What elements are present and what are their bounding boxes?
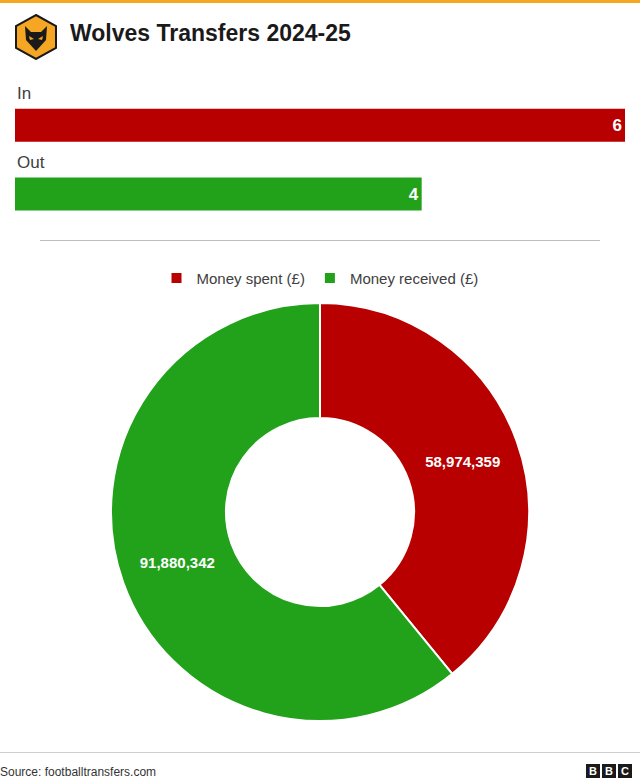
svg-text:91,880,342: 91,880,342: [140, 554, 215, 571]
html-text:Wolves Transfers 2024-25: Wolves Transfers 2024-25: [70, 20, 351, 46]
html-text:Source: footballtransfers.com: Source: footballtransfers.com: [0, 765, 157, 779]
svg-text:In: In: [17, 84, 31, 103]
html-text:C: C: [621, 765, 629, 777]
svg-text:4: 4: [409, 185, 419, 204]
html-text:B: B: [589, 765, 597, 777]
html-text:B: B: [605, 765, 613, 777]
svg-text:Money received (£): Money received (£): [350, 270, 478, 287]
svg-text:6: 6: [613, 116, 622, 135]
svg-text:Money spent (£): Money spent (£): [197, 270, 305, 287]
svg-text:58,974,359: 58,974,359: [425, 453, 500, 470]
svg-text:Out: Out: [17, 153, 45, 172]
